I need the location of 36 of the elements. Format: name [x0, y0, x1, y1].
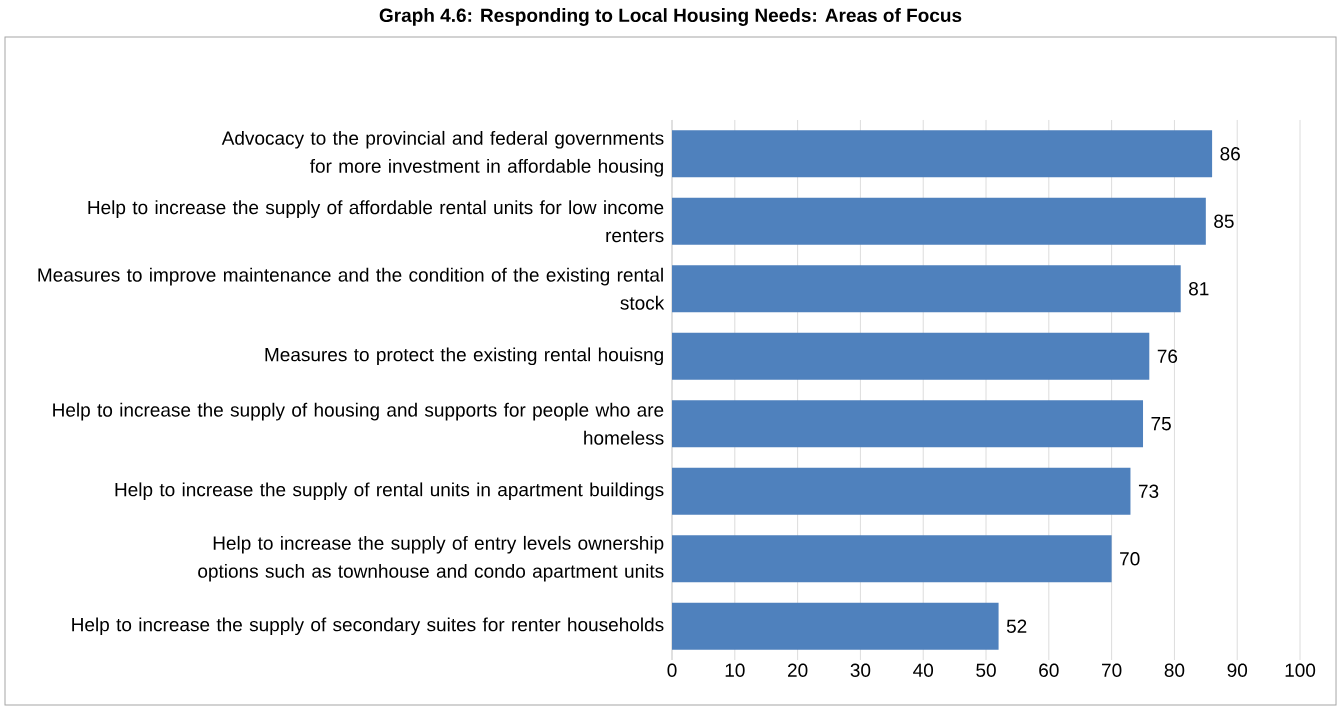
- bar: [672, 332, 1150, 380]
- y-tick-label: Help to increase the supply of affordable rental units for low income renters: [88, 200, 664, 243]
- bar: [672, 197, 1206, 245]
- bar: [672, 265, 1181, 313]
- data-label: 81: [1189, 282, 1209, 296]
- x-tick-label: 70: [1102, 663, 1122, 677]
- x-tick-label: 50: [976, 663, 996, 677]
- bar: [672, 400, 1144, 448]
- x-tick-label: 80: [1164, 663, 1185, 677]
- chart-title: Graph 4.6: Responding to Local Housing Needs: Areas of Focus: [379, 8, 962, 26]
- bar: [672, 130, 1213, 178]
- bar: [672, 535, 1112, 583]
- y-tick-label: Advocacy to the provincial and federal governments for more investment in affordable housing: [221, 130, 664, 177]
- data-label: 85: [1214, 214, 1234, 228]
- bar: [672, 602, 999, 650]
- x-tick-label: 100: [1285, 663, 1316, 677]
- data-label: 86: [1220, 147, 1240, 161]
- y-tick-label: Help to increase the supply of entry levels ownership options such as townhouse and condo apartment units: [198, 535, 664, 582]
- x-tick-label: 60: [1039, 663, 1059, 677]
- y-tick-label: Help to increase the supply of rental units in apartment buildings: [115, 482, 664, 501]
- data-label: 76: [1157, 349, 1178, 363]
- y-tick-label: Measures to protect the existing rental houisng: [265, 347, 663, 366]
- data-label: 73: [1138, 484, 1159, 498]
- bar: [672, 467, 1131, 515]
- x-tick-label: 90: [1227, 663, 1248, 677]
- x-tick-label: 20: [788, 663, 808, 677]
- x-tick-label: 40: [913, 663, 934, 677]
- x-tick-label: 30: [850, 663, 871, 677]
- y-tick-label: Help to increase the supply of secondary suites for renter households: [72, 617, 664, 636]
- data-label: 52: [1006, 619, 1027, 633]
- data-label: 70: [1120, 552, 1140, 566]
- y-tick-label: Measures to improve maintenance and the condition of the existing rental stock: [38, 267, 665, 310]
- data-label: 75: [1151, 417, 1171, 431]
- x-tick-label: 0: [667, 663, 677, 677]
- y-tick-label: Help to increase the supply of housing and supports for people who are homeless: [53, 402, 664, 445]
- x-tick-label: 10: [725, 663, 745, 677]
